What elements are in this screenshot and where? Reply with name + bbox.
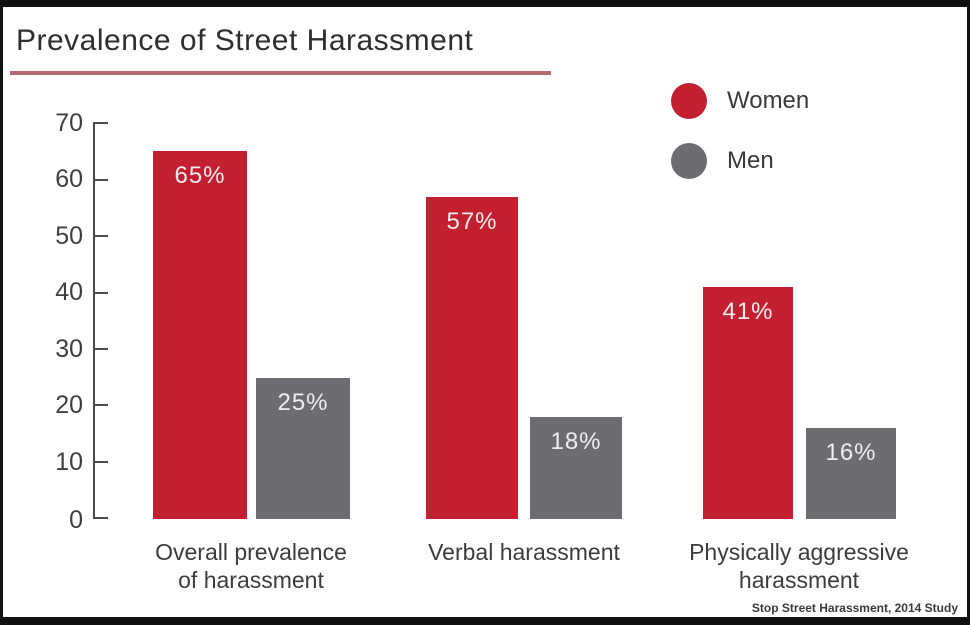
bar-men-overall: 25% [256, 378, 350, 519]
bar-value-label: 65% [174, 162, 226, 189]
y-tick-70 [93, 122, 108, 124]
y-tick-60 [93, 179, 108, 181]
y-tick-label: 50 [55, 222, 83, 250]
y-tick-label: 20 [55, 391, 83, 419]
page-title: Prevalence of Street Harassment [16, 24, 474, 57]
y-tick-label: 60 [55, 165, 83, 193]
bar-value-label: 18% [550, 428, 602, 455]
y-tick-30 [93, 348, 108, 350]
source-attribution: Stop Street Harassment, 2014 Study [751, 601, 958, 615]
bar-men-verbal: 18% [530, 417, 622, 519]
top-border-bar [3, 0, 967, 7]
title-underline [10, 71, 551, 75]
bar-value-label: 57% [446, 208, 498, 235]
bar-women-overall: 65% [153, 151, 247, 519]
y-tick-40 [93, 292, 108, 294]
women-swatch-icon [671, 83, 707, 119]
y-tick-label: 10 [55, 448, 83, 476]
category-label-overall: Overall prevalence of harassment [155, 539, 347, 593]
y-tick-10 [93, 461, 108, 463]
bar-women-verbal: 57% [426, 197, 518, 519]
legend-item-women: Women [671, 82, 809, 120]
y-tick-20 [93, 404, 108, 406]
men-swatch-icon [671, 143, 707, 179]
category-label-physical: Physically aggressive harassment [689, 539, 909, 593]
y-tick-0 [93, 517, 108, 519]
y-tick-label: 70 [55, 109, 83, 137]
bar-value-label: 41% [722, 298, 774, 325]
y-axis [93, 123, 95, 519]
y-tick-label: 40 [55, 278, 83, 306]
legend-label-women: Women [727, 87, 810, 114]
legend: Women Men [671, 82, 809, 202]
bar-value-label: 16% [825, 439, 877, 466]
bar-women-physical: 41% [703, 287, 793, 519]
legend-item-men: Men [671, 142, 809, 180]
y-tick-label: 0 [69, 506, 83, 534]
bar-value-label: 25% [277, 389, 329, 416]
y-tick-50 [93, 235, 108, 237]
legend-label-men: Men [727, 147, 774, 174]
category-label-verbal: Verbal harassment [428, 539, 620, 565]
bottom-border-bar [3, 617, 967, 625]
y-tick-label: 30 [55, 335, 83, 363]
bar-men-physical: 16% [806, 428, 896, 519]
